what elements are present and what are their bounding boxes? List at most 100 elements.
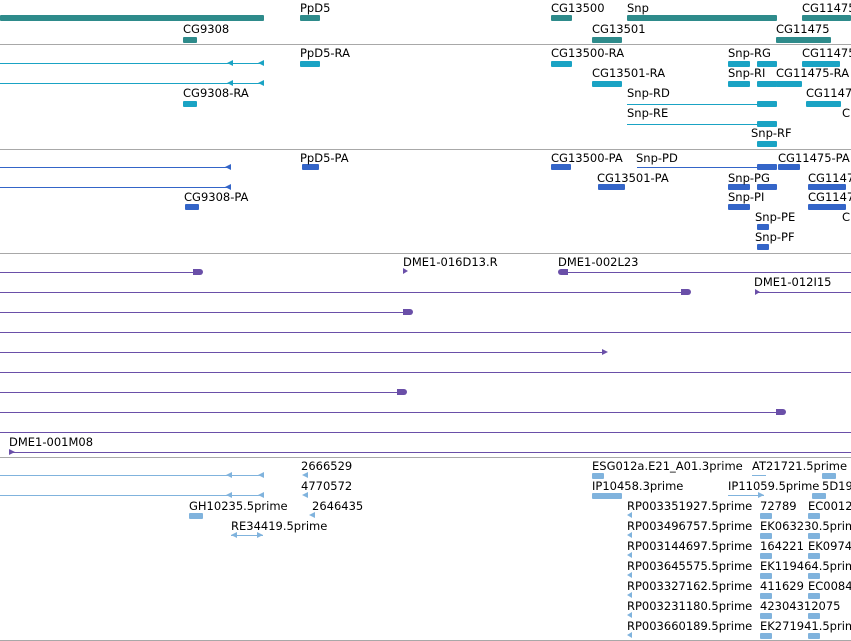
transcript-bar-ppd5[interactable] bbox=[300, 61, 320, 67]
protein-line[interactable] bbox=[0, 187, 231, 188]
protein-bar-cg11475[interactable] bbox=[778, 164, 800, 170]
est-bar[interactable] bbox=[760, 633, 772, 639]
gene-bar-ppd5[interactable] bbox=[300, 15, 320, 21]
transcript-bar-cg1147[interactable] bbox=[806, 101, 841, 107]
est-bar[interactable] bbox=[822, 473, 836, 479]
gene-label: CG11475 bbox=[802, 1, 851, 15]
protein-bar-cg13501[interactable] bbox=[598, 184, 625, 190]
est-bar[interactable] bbox=[760, 613, 772, 619]
clone-line[interactable] bbox=[755, 292, 851, 293]
track-separator bbox=[0, 457, 851, 458]
est-label: EC0084 bbox=[808, 579, 851, 593]
est-bar[interactable] bbox=[760, 533, 772, 539]
est-bar[interactable] bbox=[189, 513, 203, 519]
clone-line[interactable] bbox=[0, 332, 851, 333]
est-bar[interactable] bbox=[808, 573, 820, 579]
transcript-bar-cg11475-ra[interactable] bbox=[776, 81, 802, 87]
protein-label: Snp-PG bbox=[728, 171, 770, 185]
est-bar[interactable] bbox=[760, 573, 772, 579]
est-arrow-icon bbox=[627, 632, 632, 638]
track-separator bbox=[0, 149, 851, 150]
gene-bar-cg9308[interactable] bbox=[0, 15, 264, 21]
clone-line[interactable] bbox=[0, 312, 410, 313]
est-bar[interactable] bbox=[808, 533, 820, 539]
est-bar[interactable] bbox=[760, 593, 772, 599]
transcript-arrow-icon bbox=[258, 60, 264, 66]
est-bar[interactable] bbox=[760, 513, 772, 519]
est-arrow-icon bbox=[258, 472, 264, 478]
clone-track: DME1-016D13.R DME1-002L23 DME1-012I15 DM… bbox=[0, 254, 851, 457]
transcript-bar-snp-rg[interactable] bbox=[728, 61, 750, 67]
gene-bar-cg9308-small[interactable] bbox=[183, 37, 197, 43]
transcript-bar-cg13500[interactable] bbox=[551, 61, 572, 67]
protein-bar-ppd5[interactable] bbox=[302, 164, 319, 170]
transcript-label: CG11475-RA bbox=[776, 66, 850, 80]
protein-bar-cg9308[interactable] bbox=[185, 204, 199, 210]
gene-bar-cg13501[interactable] bbox=[592, 37, 622, 43]
transcript-bar-snp-rd[interactable] bbox=[757, 101, 777, 107]
clone-line[interactable] bbox=[9, 452, 851, 453]
clone-line[interactable] bbox=[0, 272, 200, 273]
transcript-label: CG11475 bbox=[802, 46, 851, 60]
transcript-line[interactable] bbox=[627, 124, 777, 125]
est-line[interactable] bbox=[728, 495, 764, 496]
est-bar[interactable] bbox=[808, 613, 820, 619]
protein-line[interactable] bbox=[0, 167, 231, 168]
est-bar[interactable] bbox=[808, 633, 820, 639]
clone-line[interactable] bbox=[0, 432, 851, 433]
clone-arrow-icon bbox=[755, 289, 760, 295]
transcript-bar-snp-ri[interactable] bbox=[728, 81, 750, 87]
protein-bar-snp-pd[interactable] bbox=[757, 164, 777, 170]
protein-label: CG1147 bbox=[808, 171, 851, 185]
protein-bar-snp-pg2[interactable] bbox=[757, 184, 777, 190]
clone-line[interactable] bbox=[0, 352, 605, 353]
clone-line[interactable] bbox=[560, 272, 851, 273]
est-bar[interactable] bbox=[808, 553, 820, 559]
clone-line[interactable] bbox=[0, 292, 688, 293]
transcript-bar-cg13501[interactable] bbox=[592, 81, 622, 87]
est-line[interactable] bbox=[0, 475, 264, 476]
protein-bar-snp-pf[interactable] bbox=[757, 244, 769, 250]
est-arrow-icon bbox=[627, 592, 632, 598]
est-bar[interactable] bbox=[592, 493, 622, 499]
clone-arrow-icon bbox=[602, 349, 608, 355]
gene-bar-cg11475-small[interactable] bbox=[776, 37, 831, 43]
est-line[interactable] bbox=[752, 475, 766, 476]
clone-line[interactable] bbox=[0, 412, 780, 413]
est-line[interactable] bbox=[231, 535, 263, 536]
gene-bar-cg11475[interactable] bbox=[802, 15, 851, 21]
clone-line[interactable] bbox=[0, 392, 400, 393]
transcript-line[interactable] bbox=[0, 83, 264, 84]
est-bar[interactable] bbox=[808, 513, 820, 519]
transcript-bar-cg11475[interactable] bbox=[802, 61, 840, 67]
gene-bar-cg13500[interactable] bbox=[551, 15, 572, 21]
protein-bar-cg1147[interactable] bbox=[808, 184, 846, 190]
protein-bar-snp-pi[interactable] bbox=[728, 204, 750, 210]
transcript-bar-snp-rf[interactable] bbox=[757, 141, 777, 147]
protein-label: CG9308-PA bbox=[184, 190, 249, 204]
est-line[interactable] bbox=[0, 495, 264, 496]
transcript-line[interactable] bbox=[0, 63, 264, 64]
est-bar[interactable] bbox=[592, 473, 604, 479]
protein-bar-snp-pe[interactable] bbox=[757, 224, 769, 230]
gene-label: Snp bbox=[627, 1, 649, 15]
est-arrow-icon bbox=[627, 512, 632, 518]
transcript-bar-snp-rg2[interactable] bbox=[757, 61, 777, 67]
clone-line[interactable] bbox=[0, 372, 851, 373]
protein-bar-cg1147b[interactable] bbox=[808, 204, 846, 210]
transcript-bar-snp-ri2[interactable] bbox=[757, 81, 777, 87]
est-bar[interactable] bbox=[812, 493, 826, 499]
transcript-bar-snp-re[interactable] bbox=[757, 121, 777, 127]
protein-bar-cg13500[interactable] bbox=[551, 164, 571, 170]
protein-label: PpD5-PA bbox=[300, 151, 349, 165]
transcript-line[interactable] bbox=[627, 104, 777, 105]
protein-line[interactable] bbox=[637, 167, 777, 168]
protein-bar-snp-pg[interactable] bbox=[728, 184, 750, 190]
est-label: EK063230.5prime bbox=[760, 519, 851, 533]
est-bar[interactable] bbox=[760, 553, 772, 559]
transcript-bar-cg9308[interactable] bbox=[183, 101, 197, 107]
clone-label: DME1-016D13.R bbox=[403, 255, 498, 269]
est-label: 42304312075 bbox=[760, 599, 841, 613]
gene-bar-snp[interactable] bbox=[627, 15, 777, 21]
est-bar[interactable] bbox=[808, 593, 820, 599]
